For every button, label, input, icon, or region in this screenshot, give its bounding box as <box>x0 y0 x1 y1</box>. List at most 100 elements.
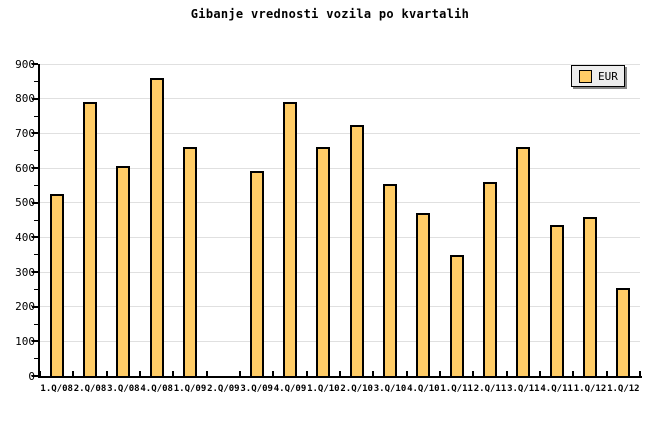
x-axis-tick-label: 1.Q/08 <box>40 384 73 394</box>
x-axis-tick <box>139 371 141 376</box>
x-axis-tick <box>72 371 75 376</box>
x-axis-tick <box>605 371 608 376</box>
bar-3.Q/08 <box>116 166 131 376</box>
bar-1.Q/12 <box>616 287 631 376</box>
x-axis-tick <box>272 371 275 376</box>
x-axis-tick-label: 4.Q/11 <box>540 384 573 394</box>
bar-1.Q/08 <box>49 194 64 376</box>
x-axis-tick-label: 1.Q/11 <box>440 384 473 394</box>
x-axis-tick <box>539 371 541 376</box>
gridline <box>40 202 640 204</box>
x-axis-tick <box>39 371 41 376</box>
legend-label: EUR <box>598 69 618 83</box>
x-axis-tick-label: 3.Q/10 <box>373 384 407 394</box>
legend: EUR <box>571 65 625 87</box>
x-axis-tick <box>372 371 375 376</box>
bar-4.Q/11 <box>549 225 564 376</box>
bar-1.Q/09 <box>183 147 197 376</box>
bar-2.Q/08 <box>83 102 97 376</box>
x-axis-tick <box>472 371 475 376</box>
bar-1.Q/11 <box>449 254 464 376</box>
gridline <box>40 132 640 134</box>
x-axis-tick <box>505 371 508 376</box>
bar-3.Q/09 <box>249 171 264 376</box>
y-axis-minor-tick <box>34 358 38 360</box>
y-axis-minor-tick <box>34 288 38 290</box>
x-axis-tick <box>405 371 408 376</box>
x-axis-tick-label: 4.Q/10 <box>407 384 440 394</box>
y-axis-minor-tick <box>34 323 38 325</box>
x-axis-tick-label: 3.Q/08 <box>107 384 140 394</box>
y-axis-tick <box>32 375 38 377</box>
plot-area: 0 100 200 300 400 500 600 700 800 900 1.Q/08 2.Q/08… <box>15 58 642 394</box>
y-axis-minor-tick <box>34 219 38 221</box>
y-axis-minor-tick <box>34 115 38 117</box>
gridline <box>40 340 640 342</box>
gridline <box>40 63 640 65</box>
x-axis-tick-label: 2.Q/10 <box>340 384 373 394</box>
x-axis-tick-label: 2.Q/11 <box>473 384 507 394</box>
bar-3.Q/10 <box>383 183 397 376</box>
y-axis-tick-label: 100 <box>15 334 35 348</box>
y-axis-line <box>38 64 40 378</box>
y-axis-tick <box>32 201 38 204</box>
x-axis-tick-label: 3.Q/09 <box>240 384 273 394</box>
bar-4.Q/08 <box>149 77 164 376</box>
y-axis-tick <box>32 271 38 273</box>
x-axis-tick-label: 1.Q/12 <box>573 384 607 394</box>
x-axis-tick <box>339 371 341 376</box>
x-axis-tick <box>239 371 241 376</box>
y-axis-minor-tick <box>34 184 38 186</box>
x-axis-tick <box>205 371 208 376</box>
gridline <box>40 271 640 273</box>
y-axis-tick-label: 300 <box>15 265 35 279</box>
gridline <box>40 167 640 169</box>
y-axis-minor-tick <box>34 254 38 256</box>
x-axis-tick-label: 1.Q/10 <box>307 384 340 394</box>
legend-swatch-icon <box>579 69 592 83</box>
bar-2.Q/11 <box>483 181 497 376</box>
x-axis-tick-label: 4.Q/09 <box>273 384 307 394</box>
bar-2.Q/10 <box>349 124 364 376</box>
x-axis-line <box>38 376 642 378</box>
y-axis-tick <box>32 305 38 308</box>
y-axis-minor-tick <box>34 80 38 82</box>
x-axis-tick-label: 2.Q/08 <box>73 384 107 394</box>
y-axis-tick-label: 800 <box>15 92 35 106</box>
chart-title: Gibanje vrednosti vozila po kvartalih <box>190 7 470 21</box>
x-axis-tick <box>105 371 108 376</box>
x-axis-tick <box>305 371 308 376</box>
x-axis-tick <box>172 371 175 376</box>
y-axis-tick-label: 0 <box>28 369 35 383</box>
y-axis-tick-label: 200 <box>15 300 35 314</box>
y-axis-tick <box>32 132 38 135</box>
bar-4.Q/10 <box>416 213 431 376</box>
x-axis-tick <box>439 371 441 376</box>
y-axis-tick <box>32 63 38 65</box>
y-axis-tick-label: 700 <box>15 126 35 140</box>
y-axis-tick-label: 600 <box>15 161 35 175</box>
x-axis-tick-label: 1.Q/12 <box>607 384 640 394</box>
y-axis-tick <box>32 167 38 169</box>
gridline <box>40 98 640 100</box>
x-axis-tick-label: 1.Q/09 <box>173 384 207 394</box>
y-axis-tick-label: 500 <box>15 196 35 210</box>
bar-4.Q/09 <box>283 102 297 376</box>
bar-1.Q/12 <box>583 216 597 376</box>
bar-1.Q/10 <box>316 147 331 376</box>
gridline <box>40 236 640 238</box>
bar-3.Q/11 <box>516 147 531 376</box>
x-axis-tick <box>572 371 575 376</box>
x-axis-tick-label: 4.Q/08 <box>140 384 173 394</box>
y-axis-minor-tick <box>34 150 38 152</box>
x-axis-tick <box>639 371 641 376</box>
x-axis-tick-label: 2.Q/09 <box>207 384 240 394</box>
y-axis-tick-label: 400 <box>15 230 35 244</box>
x-axis-tick-label: 3.Q/11 <box>507 384 540 394</box>
y-axis-tick <box>32 236 38 239</box>
y-axis-tick-label: 900 <box>15 57 35 71</box>
y-axis-tick <box>32 340 38 343</box>
gridline <box>40 306 640 308</box>
y-axis-tick <box>32 97 38 100</box>
